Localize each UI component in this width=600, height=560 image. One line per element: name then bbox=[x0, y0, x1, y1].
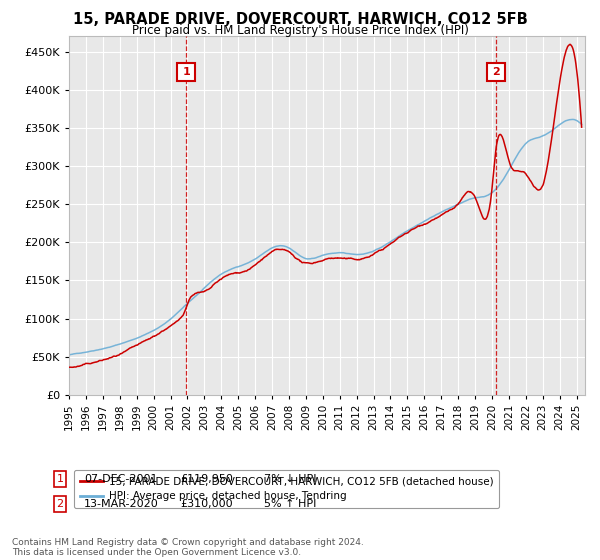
Text: £310,000: £310,000 bbox=[180, 499, 233, 509]
Text: 2: 2 bbox=[491, 67, 499, 77]
Legend: 15, PARADE DRIVE, DOVERCOURT, HARWICH, CO12 5FB (detached house), HPI: Average p: 15, PARADE DRIVE, DOVERCOURT, HARWICH, C… bbox=[74, 470, 499, 507]
Text: 1: 1 bbox=[56, 474, 64, 484]
Text: 7% ↓ HPI: 7% ↓ HPI bbox=[264, 474, 317, 484]
Text: 13-MAR-2020: 13-MAR-2020 bbox=[84, 499, 159, 509]
Text: 15, PARADE DRIVE, DOVERCOURT, HARWICH, CO12 5FB: 15, PARADE DRIVE, DOVERCOURT, HARWICH, C… bbox=[73, 12, 527, 27]
Text: 1: 1 bbox=[182, 67, 190, 77]
Text: Contains HM Land Registry data © Crown copyright and database right 2024.
This d: Contains HM Land Registry data © Crown c… bbox=[12, 538, 364, 557]
Text: 5% ↑ HPI: 5% ↑ HPI bbox=[264, 499, 316, 509]
Text: 07-DEC-2001: 07-DEC-2001 bbox=[84, 474, 157, 484]
Text: 2: 2 bbox=[56, 499, 64, 509]
Text: Price paid vs. HM Land Registry's House Price Index (HPI): Price paid vs. HM Land Registry's House … bbox=[131, 24, 469, 37]
Text: £119,950: £119,950 bbox=[180, 474, 233, 484]
